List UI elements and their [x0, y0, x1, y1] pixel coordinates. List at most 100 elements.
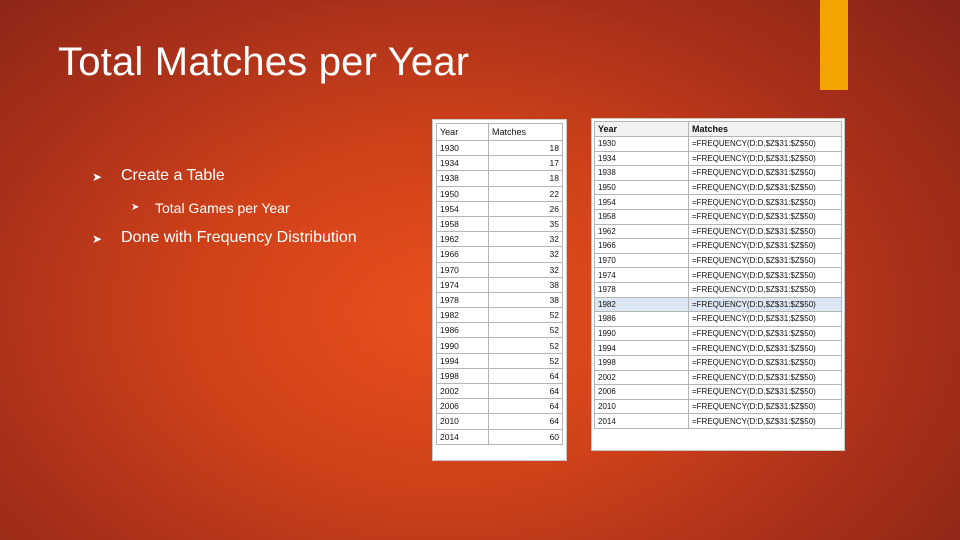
table-row: 1994 52 [436, 352, 563, 369]
table-row: 1978 =FREQUENCY(D:D,$Z$31:$Z$50) [594, 281, 842, 298]
table-row: 1950 22 [436, 185, 563, 202]
cell-matches: 52 [488, 352, 563, 369]
cell-matches: 64 [488, 382, 563, 400]
cell-year: 1982 [436, 307, 489, 324]
cell-year: 1970 [436, 261, 489, 278]
cell-year: 2010 [594, 398, 689, 415]
table-row: 1998 64 [436, 367, 563, 385]
cell-year: 1938 [436, 170, 489, 187]
cell-year: 2014 [594, 413, 689, 429]
table-row: 1950 =FREQUENCY(D:D,$Z$31:$Z$50) [594, 179, 842, 196]
table-row: 1974 38 [436, 276, 563, 293]
cell-matches: =FREQUENCY(D:D,$Z$31:$Z$50) [688, 223, 842, 240]
table-row: 1990 52 [436, 337, 563, 354]
cell-matches: 64 [488, 367, 563, 385]
table-row: 1930 18 [436, 139, 563, 157]
cell-year: 1970 [594, 252, 689, 269]
cell-matches: =FREQUENCY(D:D,$Z$31:$Z$50) [688, 267, 842, 283]
cell-year: 1958 [594, 208, 689, 225]
table-row: 1958 35 [436, 215, 563, 233]
table-row: 1982 =FREQUENCY(D:D,$Z$31:$Z$50) [594, 296, 842, 313]
cell-year: 1974 [436, 276, 489, 293]
table-row: 1970 =FREQUENCY(D:D,$Z$31:$Z$50) [594, 252, 842, 269]
cell-matches: 64 [488, 413, 563, 430]
cell-year: 1994 [436, 352, 489, 369]
bullet-text: Total Games per Year [155, 200, 290, 216]
cell-year: 1966 [436, 246, 489, 263]
table-header-row: Year Matches [436, 123, 563, 141]
table-row: 2002 64 [436, 382, 563, 400]
cell-year: 1986 [594, 311, 689, 327]
table-row: 1938 =FREQUENCY(D:D,$Z$31:$Z$50) [594, 165, 842, 181]
table-row: 1970 32 [436, 261, 563, 278]
cell-year: 1930 [594, 136, 689, 152]
header-matches: Matches [488, 123, 563, 141]
table-row: 1966 32 [436, 246, 563, 263]
cell-year: 1998 [594, 354, 689, 371]
cell-year: 1986 [436, 322, 489, 339]
cell-year: 2002 [594, 369, 689, 386]
bullet-arrow-icon: ➤ [92, 232, 103, 246]
cell-matches: 18 [488, 170, 563, 187]
cell-year: 1934 [436, 155, 489, 172]
slide-title: Total Matches per Year [58, 40, 470, 84]
table-row: 2010 64 [436, 413, 563, 430]
bullet-text: Done with Frequency Distribution [121, 229, 357, 246]
cell-matches: =FREQUENCY(D:D,$Z$31:$Z$50) [688, 194, 842, 210]
table-row: 1982 52 [436, 307, 563, 324]
cell-matches: 18 [488, 139, 563, 157]
cell-year: 1930 [436, 139, 489, 157]
table-row: 2014 60 [436, 428, 563, 445]
cell-matches: =FREQUENCY(D:D,$Z$31:$Z$50) [688, 354, 842, 371]
cell-year: 1958 [436, 215, 489, 233]
table-row: 1994 =FREQUENCY(D:D,$Z$31:$Z$50) [594, 340, 842, 356]
accent-bar [820, 0, 848, 90]
cell-year: 1982 [594, 296, 689, 313]
cell-matches: 52 [488, 307, 563, 324]
cell-matches: 60 [488, 428, 563, 445]
table-row: 1998 =FREQUENCY(D:D,$Z$31:$Z$50) [594, 354, 842, 371]
cell-year: 1978 [594, 281, 689, 298]
cell-matches: =FREQUENCY(D:D,$Z$31:$Z$50) [688, 281, 842, 298]
cell-matches: =FREQUENCY(D:D,$Z$31:$Z$50) [688, 179, 842, 196]
cell-year: 1978 [436, 291, 489, 309]
cell-matches: 64 [488, 398, 563, 415]
table-row: 2010 =FREQUENCY(D:D,$Z$31:$Z$50) [594, 398, 842, 415]
table-row: 1986 52 [436, 322, 563, 339]
cell-matches: 38 [488, 276, 563, 293]
cell-year: 1950 [436, 185, 489, 202]
table-row: 2014 =FREQUENCY(D:D,$Z$31:$Z$50) [594, 413, 842, 429]
cell-year: 2002 [436, 382, 489, 400]
cell-matches: 52 [488, 322, 563, 339]
cell-matches: =FREQUENCY(D:D,$Z$31:$Z$50) [688, 340, 842, 356]
cell-year: 1934 [594, 150, 689, 167]
cell-matches: =FREQUENCY(D:D,$Z$31:$Z$50) [688, 150, 842, 167]
bullet-arrow-icon: ➤ [92, 170, 103, 184]
table-header-row: Year Matches [594, 121, 842, 137]
table-row: 1958 =FREQUENCY(D:D,$Z$31:$Z$50) [594, 208, 842, 225]
header-matches: Matches [688, 121, 842, 137]
cell-matches: 32 [488, 261, 563, 278]
cell-matches: 32 [488, 231, 563, 248]
cell-matches: =FREQUENCY(D:D,$Z$31:$Z$50) [688, 296, 842, 313]
cell-year: 1994 [594, 340, 689, 356]
cell-year: 1990 [594, 325, 689, 342]
cell-matches: =FREQUENCY(D:D,$Z$31:$Z$50) [688, 325, 842, 342]
bullet-arrow-icon: ➤ [131, 202, 140, 213]
table-row: 1990 =FREQUENCY(D:D,$Z$31:$Z$50) [594, 325, 842, 342]
table-row: 1954 =FREQUENCY(D:D,$Z$31:$Z$50) [594, 194, 842, 210]
table-row: 1962 =FREQUENCY(D:D,$Z$31:$Z$50) [594, 223, 842, 240]
table-row: 1934 =FREQUENCY(D:D,$Z$31:$Z$50) [594, 150, 842, 167]
cell-matches: =FREQUENCY(D:D,$Z$31:$Z$50) [688, 369, 842, 386]
cell-matches: 35 [488, 215, 563, 233]
cell-year: 2014 [436, 428, 489, 445]
cell-year: 2006 [436, 398, 489, 415]
cell-matches: =FREQUENCY(D:D,$Z$31:$Z$50) [688, 384, 842, 400]
cell-matches: =FREQUENCY(D:D,$Z$31:$Z$50) [688, 311, 842, 327]
cell-year: 1954 [436, 200, 489, 217]
cell-matches: =FREQUENCY(D:D,$Z$31:$Z$50) [688, 165, 842, 181]
cell-year: 1966 [594, 238, 689, 254]
cell-year: 1974 [594, 267, 689, 283]
cell-matches: 52 [488, 337, 563, 354]
